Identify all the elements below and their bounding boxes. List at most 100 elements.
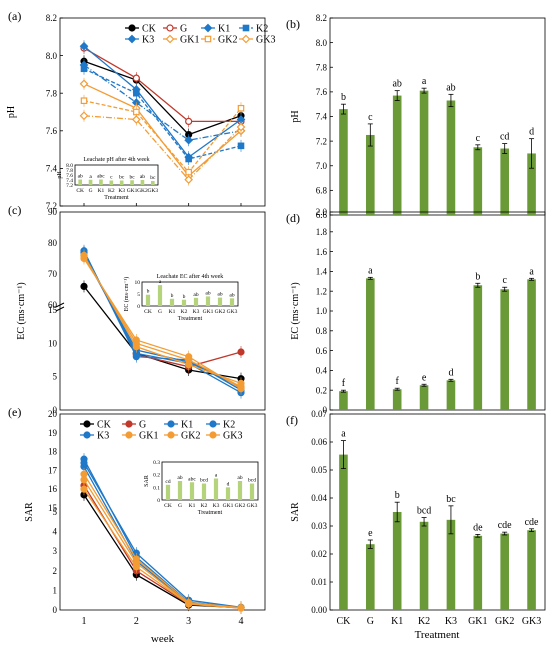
e-y-tick-label: 20 xyxy=(48,409,58,419)
f-category-label: GK1 xyxy=(468,616,487,627)
bar-y-axis-tick-label: 0.02 xyxy=(311,549,327,559)
inset-letter: a xyxy=(159,279,162,285)
series-line-GK3 xyxy=(83,258,242,390)
inset-frame xyxy=(74,164,159,186)
significance-letter: de xyxy=(473,522,483,533)
inset-y-label: EC (ms·cm⁻¹) xyxy=(123,277,130,311)
significance-letter: f xyxy=(396,376,400,387)
bar-panel-frame xyxy=(329,211,546,411)
significance-letter: c xyxy=(368,112,373,123)
bar-y-axis-tick-label: 0.07 xyxy=(311,409,327,419)
legend-marker-GK1 xyxy=(125,431,133,439)
panel-label-e: (e) xyxy=(8,405,21,419)
bar-GK1 xyxy=(473,535,483,610)
series-line-GK3 xyxy=(83,473,242,609)
f-category-label: K1 xyxy=(391,616,403,627)
bar-y-axis-tick-label: 0.01 xyxy=(311,577,327,587)
bar-G xyxy=(366,544,375,610)
significance-letter: e xyxy=(422,372,427,383)
f-category-label: G xyxy=(367,616,374,627)
legend-label-K1: K1 xyxy=(218,24,230,35)
e-y-tick-label: 0 xyxy=(53,605,58,615)
point-GK3 xyxy=(132,336,140,344)
point-K3 xyxy=(184,135,194,145)
legend-label-K1: K1 xyxy=(181,420,193,431)
y-axis-label: pH xyxy=(290,110,301,122)
inset-letter: bc xyxy=(119,175,125,181)
e-y-tick-label: 4 xyxy=(53,527,58,537)
inset-tick-label: 8.0 xyxy=(66,163,73,169)
inset-category-label: GK2 xyxy=(235,503,246,509)
inset-bar-GK3 xyxy=(229,298,235,306)
point-CK xyxy=(80,282,88,290)
f-category-label: K2 xyxy=(418,616,430,627)
inset-letter: ab xyxy=(217,292,222,298)
bar-y-axis-tick-label: 0.8 xyxy=(316,326,328,336)
panel-c-frame xyxy=(59,211,266,411)
inset-category-label: CK xyxy=(144,309,152,315)
inset-category-label: G xyxy=(158,309,162,315)
bar-y-axis-tick-label: 7.0 xyxy=(316,161,328,171)
inset-bar-K1 xyxy=(189,482,195,500)
inset-category-label: K3 xyxy=(118,188,125,194)
f-category-label: CK xyxy=(336,616,351,627)
inset-tick-label: 7.2 xyxy=(66,183,73,189)
significance-letter: bcd xyxy=(417,506,431,517)
c-y-tick-label: 15 xyxy=(48,305,58,315)
inset-letter: ab xyxy=(237,475,242,481)
e-x-tick-label: 2 xyxy=(134,616,139,627)
inset-tick-label: 7.8 xyxy=(66,168,73,174)
point-G xyxy=(132,74,140,82)
series-line-K3 xyxy=(83,462,242,608)
e-y-tick-label: 16 xyxy=(48,484,58,494)
bar-CK xyxy=(339,391,348,410)
inset-category-label: GK1 xyxy=(127,188,138,194)
significance-letter: b xyxy=(475,271,480,282)
bar-GK2 xyxy=(500,533,509,610)
series-line-G xyxy=(83,47,241,123)
point-K2 xyxy=(237,142,245,150)
point-GK3 xyxy=(237,385,245,393)
c-y-tick-label: 70 xyxy=(48,269,58,279)
point-K2 xyxy=(133,89,140,97)
f-category-label: K3 xyxy=(445,616,457,627)
axis-break-mark xyxy=(55,306,65,312)
inset-bar-CK xyxy=(145,294,151,306)
inset-tick-label: 7.4 xyxy=(66,178,73,184)
point-K3 xyxy=(79,60,89,70)
inset-letter: ab xyxy=(193,292,198,298)
inset-letter: ab xyxy=(229,292,234,298)
significance-letter: b xyxy=(395,490,400,501)
inset-category-label: K2 xyxy=(108,188,115,194)
inset-category-label: GK3 xyxy=(247,503,258,509)
legend-marker-GK3 xyxy=(241,34,251,44)
bar-y-axis-tick-label: 7.2 xyxy=(316,136,327,146)
bar-K3 xyxy=(446,100,456,215)
inset-letter: a xyxy=(89,174,92,180)
point-GK3 xyxy=(80,470,88,478)
inset-category-label: K1 xyxy=(189,503,196,509)
bar-K1 xyxy=(392,512,402,610)
inset-bar-K1 xyxy=(169,298,175,306)
bar-y-axis-tick-label: 7.6 xyxy=(316,87,328,97)
bar-CK xyxy=(339,109,348,215)
inset-bar-K3 xyxy=(119,180,124,185)
point-G xyxy=(237,348,245,356)
inset-letter: ab xyxy=(78,174,83,180)
bar-y-axis-tick-label: 6.6 xyxy=(316,210,328,220)
significance-letter: ab xyxy=(446,82,455,93)
inset-letter: bc xyxy=(150,175,156,181)
f-category-label: GK3 xyxy=(522,616,541,627)
a-y-axis-tick-label: 7.4 xyxy=(46,164,58,174)
bar-y-axis-tick-label: 0.05 xyxy=(311,465,327,475)
c-y-tick-label: 80 xyxy=(48,238,58,248)
inset-tick-label: 7.6 xyxy=(66,173,73,179)
inset-category-label: GK1 xyxy=(203,309,214,315)
legend-marker-GK1 xyxy=(165,34,175,44)
significance-letter: f xyxy=(342,378,346,389)
bar-GK1 xyxy=(473,285,483,410)
e-x-tick-label: 4 xyxy=(239,616,244,627)
bar-y-axis-tick-label: 0 xyxy=(323,405,328,415)
e-y-tick-label: 5 xyxy=(53,507,58,517)
inset-bar-K2 xyxy=(201,483,207,500)
